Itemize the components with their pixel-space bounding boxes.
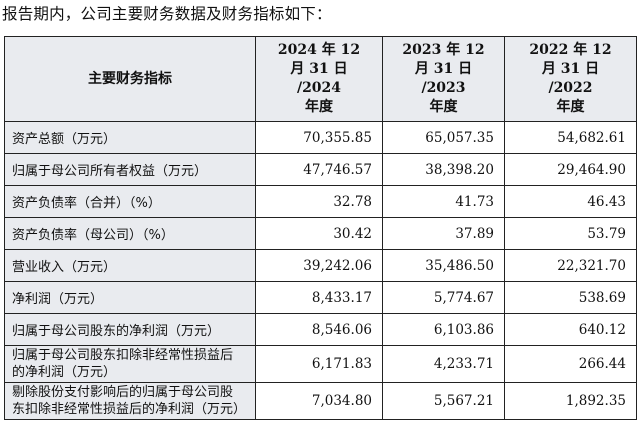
cell-2022: 538.69 <box>504 281 637 314</box>
cell-2023: 6,103.86 <box>382 313 505 346</box>
header-indicator: 主要财务指标 <box>4 36 256 122</box>
header-2024-line1: 2024 年 12 <box>277 42 361 58</box>
row-label: 资产总额（万元） <box>4 121 256 154</box>
cell-2024: 70,355.85 <box>255 121 383 154</box>
row-label: 归属于母公司股东扣除非经常性损益后的净利润（万元） <box>4 345 256 383</box>
table-row: 资产总额（万元） 70,355.85 65,057.35 54,682.61 <box>4 121 637 154</box>
header-2022-line2: 月 31 日 <box>541 61 600 77</box>
table-row: 归属于母公司所有者权益（万元） 47,746.57 38,398.20 29,4… <box>4 153 637 186</box>
row-label: 剔除股份支付影响后的归属于母公司股东扣除非经常性损益后的净利润（万元） <box>4 382 256 420</box>
cell-2024: 32.78 <box>255 185 383 218</box>
cell-2023: 37.89 <box>382 217 505 250</box>
cell-2022: 46.43 <box>504 185 637 218</box>
cell-2024: 30.42 <box>255 217 383 250</box>
cell-2024: 6,171.83 <box>255 345 383 383</box>
header-2022-line1: 2022 年 12 <box>529 42 612 58</box>
table-row: 营业收入（万元） 39,242.06 35,486.50 22,321.70 <box>4 249 637 282</box>
header-year-2022: 2022 年 12 月 31 日 /2022 年度 <box>504 36 637 122</box>
row-label: 营业收入（万元） <box>4 249 256 282</box>
cell-2022: 53.79 <box>504 217 637 250</box>
header-2022-line4: 年度 <box>556 99 585 115</box>
cell-2022: 54,682.61 <box>504 121 637 154</box>
table-row: 净利润（万元） 8,433.17 5,774.67 538.69 <box>4 281 637 314</box>
cell-2024: 47,746.57 <box>255 153 383 186</box>
header-2024-line2: 月 31 日 <box>290 61 348 77</box>
header-2023-line4: 年度 <box>429 99 458 115</box>
header-2023-line3: /2023 <box>421 80 466 96</box>
cell-2022: 29,464.90 <box>504 153 637 186</box>
header-2024-line3: /2024 <box>296 80 342 96</box>
row-label: 净利润（万元） <box>4 281 256 314</box>
table-row: 剔除股份支付影响后的归属于母公司股东扣除非经常性损益后的净利润（万元） 7,03… <box>4 382 637 420</box>
header-year-2024: 2024 年 12 月 31 日 /2024 年度 <box>255 36 383 122</box>
header-2023-line1: 2023 年 12 <box>402 42 485 58</box>
cell-2022: 640.12 <box>504 313 637 346</box>
cell-2024: 7,034.80 <box>255 382 383 420</box>
table-row: 资产负债率（合并）（%） 32.78 41.73 46.43 <box>4 185 637 218</box>
table-row: 归属于母公司股东的净利润（万元） 8,546.06 6,103.86 640.1… <box>4 313 637 346</box>
header-2022-line3: /2022 <box>548 80 593 96</box>
cell-2022: 266.44 <box>504 345 637 383</box>
cell-2023: 41.73 <box>382 185 505 218</box>
financial-indicators-table: 主要财务指标 2024 年 12 月 31 日 /2024 年度 2023 年 … <box>4 36 637 420</box>
cell-2024: 8,433.17 <box>255 281 383 314</box>
row-label: 资产负债率（母公司）（%） <box>4 217 256 250</box>
cell-2024: 8,546.06 <box>255 313 383 346</box>
table-header-row: 主要财务指标 2024 年 12 月 31 日 /2024 年度 2023 年 … <box>4 36 637 122</box>
table-row: 归属于母公司股东扣除非经常性损益后的净利润（万元） 6,171.83 4,233… <box>4 345 637 383</box>
intro-text: 报告期内，公司主要财务数据及财务指标如下： <box>2 5 332 23</box>
cell-2022: 22,321.70 <box>504 249 637 282</box>
row-label: 归属于母公司股东的净利润（万元） <box>4 313 256 346</box>
cell-2022: 1,892.35 <box>504 382 637 420</box>
header-2023-line2: 月 31 日 <box>414 61 473 77</box>
row-label: 资产负债率（合并）（%） <box>4 185 256 218</box>
cell-2023: 5,774.67 <box>382 281 505 314</box>
cell-2023: 38,398.20 <box>382 153 505 186</box>
row-label: 归属于母公司所有者权益（万元） <box>4 153 256 186</box>
cell-2023: 5,567.21 <box>382 382 505 420</box>
cell-2023: 65,057.35 <box>382 121 505 154</box>
table-row: 资产负债率（母公司）（%） 30.42 37.89 53.79 <box>4 217 637 250</box>
cell-2023: 35,486.50 <box>382 249 505 282</box>
header-year-2023: 2023 年 12 月 31 日 /2023 年度 <box>382 36 505 122</box>
header-2024-line4: 年度 <box>305 99 333 115</box>
cell-2023: 4,233.71 <box>382 345 505 383</box>
cell-2024: 39,242.06 <box>255 249 383 282</box>
